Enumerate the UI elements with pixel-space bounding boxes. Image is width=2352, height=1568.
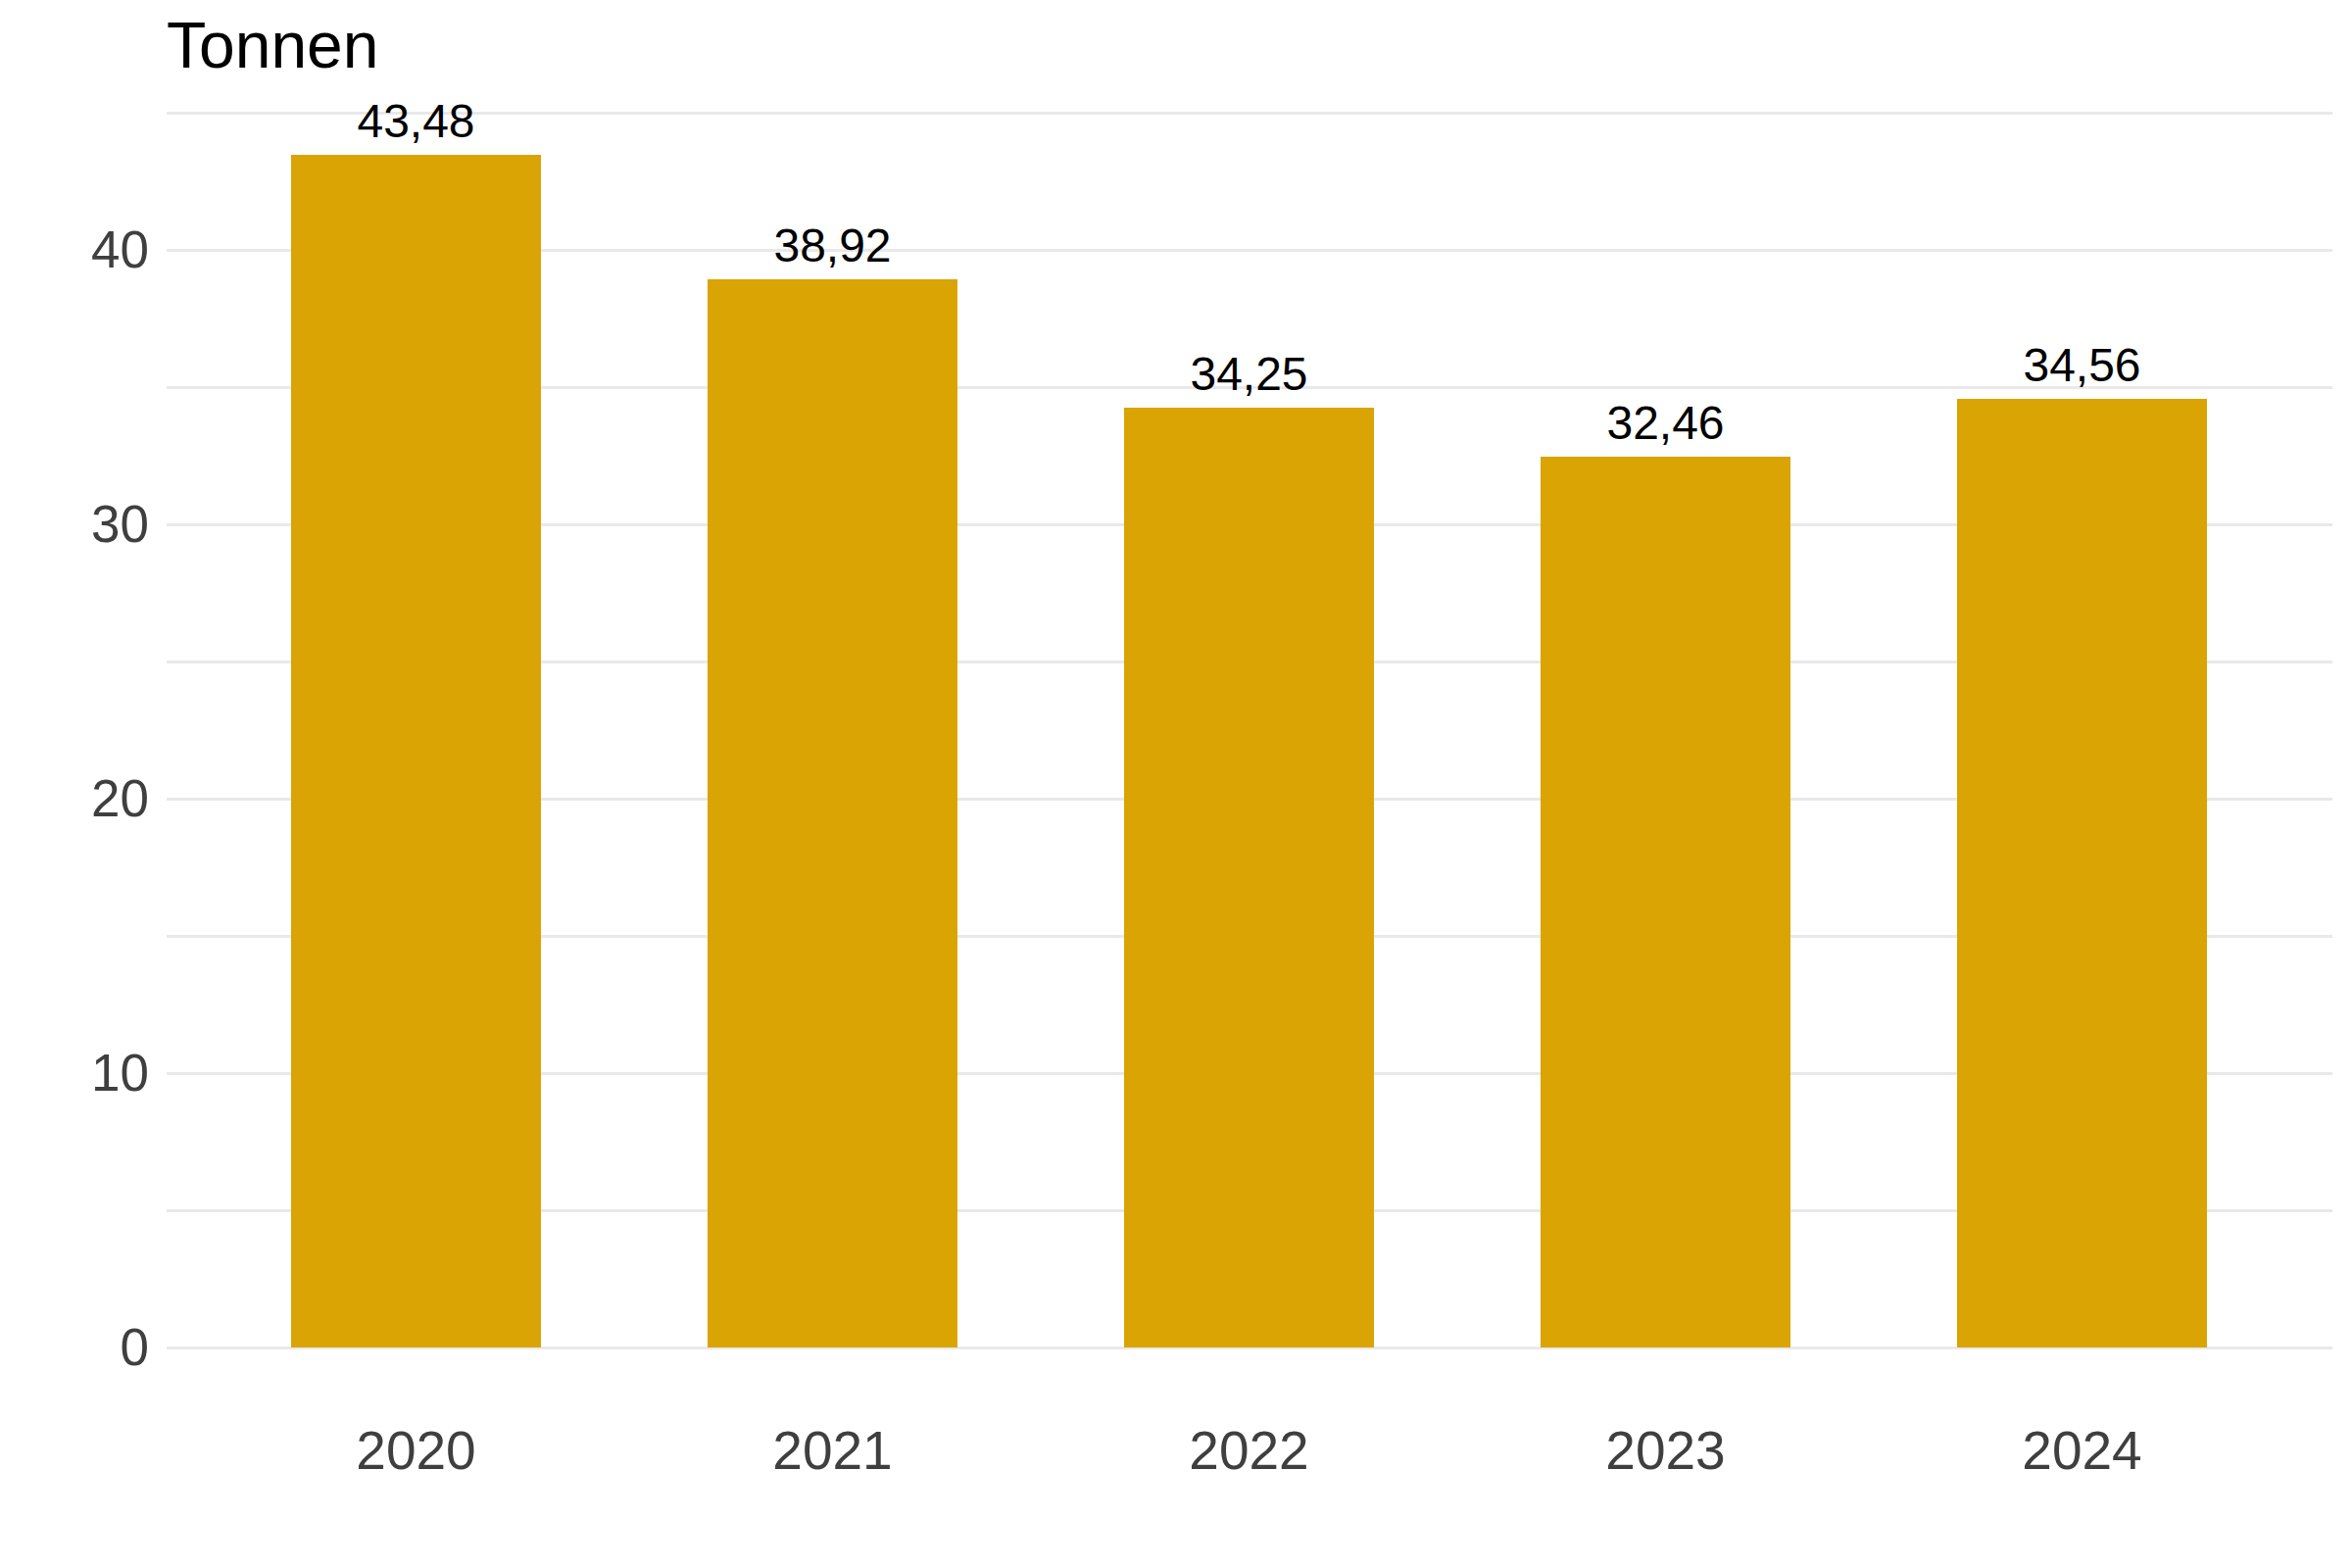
y-tick-label-40: 40	[0, 223, 149, 275]
value-label-2023: 32,46	[1541, 400, 1790, 447]
chart-title: Tonnen	[167, 10, 379, 81]
y-tick-label-20: 20	[0, 772, 149, 824]
y-tick-label-0: 0	[0, 1321, 149, 1373]
bar-2022	[1124, 408, 1374, 1348]
y-tick-label-30: 30	[0, 498, 149, 550]
bar-2023	[1541, 457, 1790, 1348]
y-tick-label-10: 10	[0, 1047, 149, 1099]
value-label-2022: 34,25	[1124, 351, 1374, 398]
x-tick-label-2022: 2022	[1124, 1424, 1374, 1478]
value-label-2020: 43,48	[291, 98, 541, 145]
x-tick-label-2021: 2021	[708, 1424, 957, 1478]
bar-2020	[291, 155, 541, 1348]
bar-2024	[1957, 399, 2207, 1348]
value-label-2021: 38,92	[708, 222, 957, 270]
bar-2021	[708, 279, 957, 1348]
x-tick-label-2023: 2023	[1541, 1424, 1790, 1478]
x-tick-label-2020: 2020	[291, 1424, 541, 1478]
bar-chart: Tonnen 0 10 20 30 40 43,48 2020 38,92 2021 34,25 2…	[0, 0, 2352, 1568]
x-tick-label-2024: 2024	[1957, 1424, 2207, 1478]
value-label-2024: 34,56	[1957, 342, 2207, 389]
